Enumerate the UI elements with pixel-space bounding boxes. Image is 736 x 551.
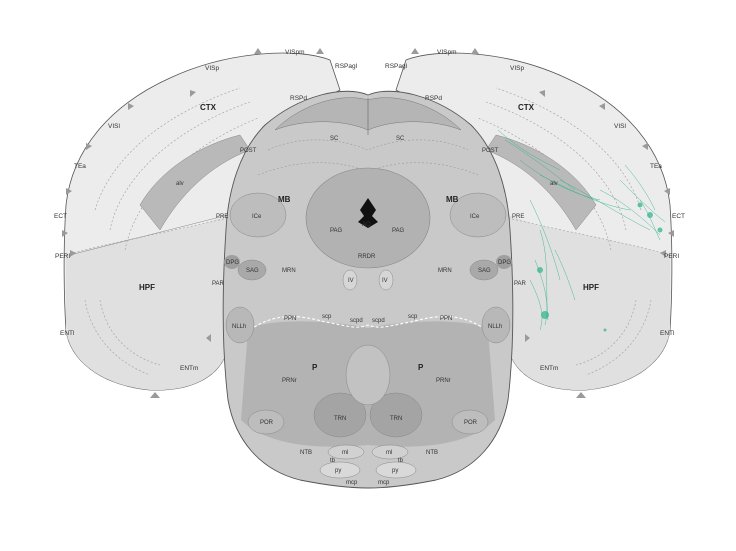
label-tea-left: TEa [74, 163, 86, 170]
brainstem [222, 90, 514, 489]
label-entm-left: ENTm [180, 365, 198, 372]
label-hpf-left: HPF [139, 283, 155, 292]
label-rspagl-right: RSPagl [385, 63, 408, 70]
label-ic-left: ICe [252, 214, 262, 220]
label-vispm-left: VISpm [285, 49, 305, 56]
label-rspd-right: RSPd [425, 95, 442, 102]
label-py-left: py [335, 468, 341, 474]
label-sc-right: SC [396, 136, 405, 142]
label-ntb-right: NTB [426, 450, 438, 456]
edge-markers [62, 48, 674, 398]
label-vispm-right: VISpm [437, 49, 457, 56]
label-p-left: P [312, 363, 318, 372]
label-pre-right: PRE [512, 214, 524, 220]
label-trn-right: TRN [390, 416, 402, 422]
label-visl-right: VISl [614, 123, 626, 130]
label-visp-right: VISp [510, 65, 524, 72]
label-visl-left: VISl [108, 123, 120, 130]
label-rrdr: RRDR [358, 254, 376, 260]
label-p-right: P [418, 363, 424, 372]
right-inferior-colliculus [449, 192, 507, 238]
label-dpg-left: DPG [226, 260, 239, 266]
label-tb-right: tb [398, 458, 404, 464]
label-hpf-right: HPF [583, 283, 599, 292]
label-pag-left: PAG [330, 228, 343, 234]
label-dpg-right: DPG [498, 260, 511, 266]
label-tb-left: tb [330, 458, 336, 464]
label-alv-right: alv [550, 181, 558, 187]
label-post-right: POST [482, 148, 499, 154]
label-ppn-left: PPN [284, 316, 296, 322]
label-par-left: PAR [212, 281, 225, 287]
label-por-left: POR [260, 420, 274, 426]
label-alv-left: alv [176, 181, 184, 187]
label-sag-right: SAG [478, 268, 491, 274]
left-inferior-colliculus [229, 192, 287, 238]
label-mcp-right: mcp [378, 480, 390, 486]
label-pre-left: PRE [216, 214, 228, 220]
label-visp-left: VISp [205, 65, 219, 72]
right-hemisphere [395, 52, 673, 391]
label-mb-left: MB [278, 195, 291, 204]
label-nll-left: NLLh [232, 324, 246, 330]
label-ml-right: ml [386, 450, 392, 456]
label-scpd-right: scpd [372, 318, 385, 324]
label-ml-left: ml [342, 450, 348, 456]
label-scpd-left: scpd [350, 318, 363, 324]
label-peri-right: PERI [664, 253, 679, 260]
label-ic-right: ICe [470, 214, 480, 220]
label-ntb-left: NTB [300, 450, 312, 456]
label-mcp-left: mcp [346, 480, 358, 486]
label-mrn-right: MRN [438, 268, 452, 274]
label-py-right: py [392, 468, 398, 474]
left-hpf [66, 215, 228, 391]
label-mrn-left: MRN [282, 268, 296, 274]
label-prnr-left: PRNr [282, 378, 297, 384]
label-entl-left: ENTl [60, 330, 75, 337]
label-ppn-right: PPN [440, 316, 452, 322]
label-ect-right: ECT [672, 213, 685, 220]
label-ctx-left: CTX [200, 103, 217, 112]
aqueduct [358, 198, 378, 228]
label-trn-left: TRN [334, 416, 346, 422]
label-scp-right: scp [408, 314, 418, 320]
label-rspd-left: RSPd [290, 95, 307, 102]
label-sag-left: SAG [246, 268, 259, 274]
label-scp-left: scp [322, 314, 332, 320]
label-pag-right: PAG [392, 228, 405, 234]
label-por-right: POR [464, 420, 478, 426]
label-par-right: PAR [514, 281, 527, 287]
label-iv-right: IV [382, 278, 388, 284]
label-aq: AQ [362, 222, 371, 228]
label-ctx-right: CTX [518, 103, 535, 112]
label-mb-right: MB [446, 195, 459, 204]
label-peri-left: PERI [55, 253, 70, 260]
label-entl-right: ENTl [660, 330, 675, 337]
label-prnr-right: PRNr [436, 378, 451, 384]
label-iv-left: IV [348, 278, 354, 284]
right-hpf [508, 215, 670, 391]
label-rspagl-left: RSPagl [335, 63, 358, 70]
label-nll-right: NLLh [488, 324, 502, 330]
label-sc-left: SC [330, 136, 339, 142]
label-post-left: POST [240, 148, 257, 154]
projection-overlay [497, 129, 666, 331]
label-ect-left: ECT [54, 213, 67, 220]
label-tea-right: TEa [650, 163, 662, 170]
label-entm-right: ENTm [540, 365, 558, 372]
